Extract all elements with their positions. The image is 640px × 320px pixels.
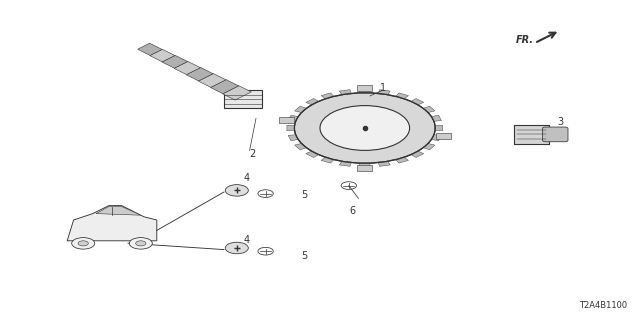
Polygon shape	[359, 163, 371, 167]
Polygon shape	[431, 135, 442, 141]
Polygon shape	[396, 157, 408, 163]
Polygon shape	[138, 43, 162, 55]
Circle shape	[225, 185, 248, 196]
Text: 4: 4	[243, 235, 250, 245]
Polygon shape	[186, 68, 213, 81]
Polygon shape	[378, 90, 390, 95]
Polygon shape	[321, 93, 334, 99]
Bar	[357, 165, 372, 171]
Text: 4: 4	[243, 172, 250, 183]
Polygon shape	[288, 115, 298, 121]
Polygon shape	[431, 115, 442, 121]
Polygon shape	[378, 161, 390, 166]
Polygon shape	[435, 125, 443, 131]
Polygon shape	[174, 61, 200, 75]
Polygon shape	[306, 151, 319, 157]
Circle shape	[72, 237, 95, 249]
Polygon shape	[423, 143, 435, 150]
Polygon shape	[223, 86, 252, 100]
Polygon shape	[321, 157, 334, 163]
Text: FR.: FR.	[516, 35, 534, 45]
Polygon shape	[67, 205, 157, 241]
Bar	[436, 133, 451, 139]
Text: 5: 5	[301, 251, 307, 261]
Bar	[278, 117, 294, 123]
Text: 6: 6	[349, 206, 355, 216]
Text: 1: 1	[380, 83, 386, 93]
Polygon shape	[339, 90, 351, 95]
Polygon shape	[288, 135, 298, 141]
Polygon shape	[150, 49, 175, 62]
Polygon shape	[294, 106, 307, 113]
Circle shape	[129, 237, 152, 249]
Text: 5: 5	[301, 190, 307, 200]
Bar	[514, 125, 549, 144]
Circle shape	[320, 106, 410, 150]
Circle shape	[136, 241, 146, 246]
Text: T2A4B1100: T2A4B1100	[579, 301, 627, 310]
Polygon shape	[96, 207, 141, 215]
Polygon shape	[359, 89, 371, 93]
Polygon shape	[198, 74, 226, 87]
Circle shape	[225, 242, 248, 254]
Circle shape	[78, 241, 88, 246]
Polygon shape	[411, 151, 424, 157]
Polygon shape	[294, 143, 307, 150]
FancyBboxPatch shape	[543, 127, 568, 142]
Polygon shape	[162, 55, 188, 68]
Circle shape	[294, 93, 435, 163]
Polygon shape	[396, 93, 408, 99]
Polygon shape	[423, 106, 435, 113]
Polygon shape	[411, 99, 424, 105]
Polygon shape	[306, 99, 319, 105]
Bar	[224, 91, 262, 108]
Polygon shape	[287, 125, 294, 131]
Polygon shape	[211, 80, 239, 94]
Polygon shape	[339, 161, 351, 166]
Text: 2: 2	[250, 148, 256, 159]
Text: 3: 3	[557, 116, 563, 127]
Bar	[357, 85, 372, 91]
